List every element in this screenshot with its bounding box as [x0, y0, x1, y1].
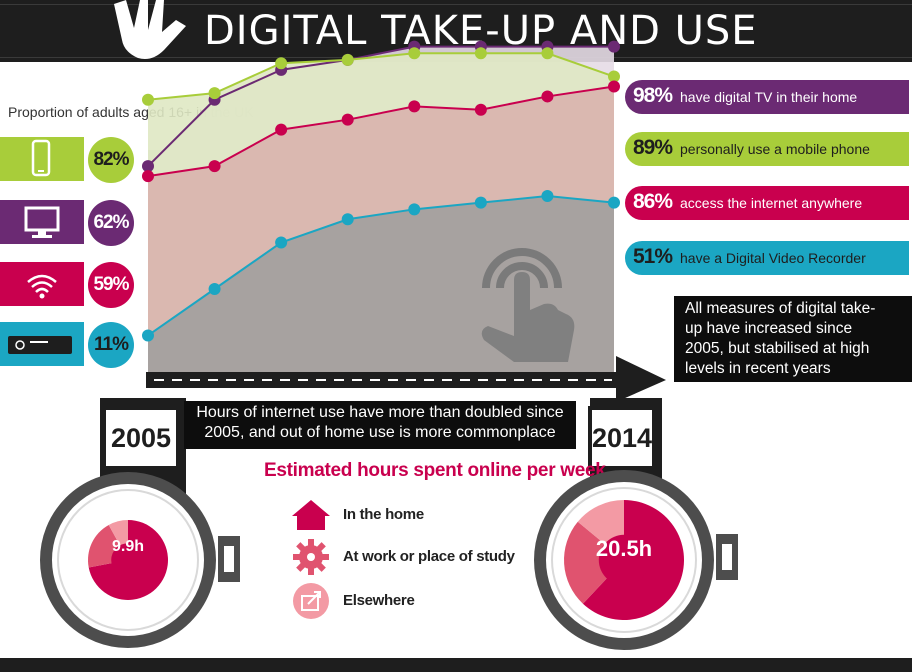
mobile-row [0, 137, 84, 181]
data-point-series-3-4 [408, 203, 421, 216]
end-value-mobile: 89% [633, 136, 673, 159]
series-line-3 [147, 195, 615, 337]
data-point-series-1-0 [142, 160, 154, 173]
data-point-series-2-2 [275, 123, 288, 136]
data-point-series-3-3 [341, 213, 354, 226]
dvr-row [0, 322, 84, 366]
data-point-series-2-4 [408, 100, 421, 113]
data-point-series-2-7 [608, 80, 620, 93]
tv-icon [24, 206, 60, 238]
pie-chart-2014 [564, 500, 684, 620]
series-line-1 [147, 45, 614, 167]
series-line-2 [147, 85, 615, 178]
footer-bar [0, 658, 912, 672]
series-line-0 [147, 52, 615, 101]
data-point-series-3-2 [275, 236, 288, 249]
touch-icon [481, 248, 575, 362]
end-pill-tv [625, 80, 909, 114]
house-icon [292, 500, 330, 530]
data-point-series-0-0 [142, 93, 154, 106]
end-pill-internet [625, 186, 909, 220]
area-chart [142, 40, 620, 372]
data-point-series-0-4 [408, 47, 421, 60]
pie-center [111, 543, 145, 577]
start-value-mobile: 82% [88, 137, 134, 183]
data-point-series-0-1 [208, 87, 221, 100]
data-point-series-3-0 [142, 329, 154, 342]
data-point-series-3-7 [608, 196, 620, 209]
hand-icon [114, 0, 186, 59]
share-icon [293, 583, 329, 619]
year-2005: 2005 [102, 406, 180, 470]
legend-label-home: In the home [343, 506, 424, 523]
data-point-series-0-3 [341, 53, 354, 66]
take-up-note-line-3: 2005, but stabilised at high [685, 340, 870, 357]
end-value-dvr: 51% [633, 245, 673, 268]
internet-note-line-1: Hours of internet use have more than dou… [196, 404, 564, 421]
data-point-series-2-0 [142, 170, 154, 183]
gear-icon [293, 539, 329, 575]
data-point-series-3-5 [474, 196, 487, 209]
data-point-series-2-5 [474, 103, 487, 116]
pie-center [598, 534, 650, 586]
data-point-series-3-1 [208, 283, 221, 295]
watch-2014 [534, 470, 738, 650]
year-2014: 2014 [588, 406, 656, 470]
end-label-dvr: have a Digital Video Recorder [680, 250, 866, 266]
take-up-note-line-2: up have increased since [685, 320, 853, 337]
legend-label-elsewhere: Elsewhere [343, 592, 415, 609]
pie-chart-2005 [88, 520, 168, 600]
start-value-internet: 59% [88, 262, 134, 308]
data-point-series-0-6 [541, 47, 554, 60]
end-label-tv: have digital TV in their home [680, 89, 858, 105]
end-value-tv: 98% [633, 84, 673, 107]
hours-title: Estimated hours spent online per week [264, 460, 606, 481]
data-point-series-2-1 [208, 160, 221, 173]
start-value-dvr: 11% [88, 322, 134, 368]
mobile-phone-icon [31, 139, 51, 177]
end-label-internet: access the internet anywhere [680, 195, 863, 211]
legend-label-work: At work or place of study [343, 548, 515, 565]
take-up-note-line-1: All measures of digital take- [685, 300, 876, 317]
end-value-internet: 86% [633, 190, 673, 213]
data-point-series-3-6 [541, 190, 554, 203]
data-point-series-0-5 [474, 47, 487, 60]
wifi-row [0, 262, 84, 306]
data-point-series-2-3 [341, 113, 354, 126]
watch-2005 [40, 472, 240, 648]
area-fill-series-3 [148, 196, 614, 372]
take-up-note-line-4: levels in recent years [685, 360, 831, 377]
pie-slice-1 [564, 521, 624, 604]
take-up-note-box [674, 296, 912, 382]
total-hours-2005: 9.9h [111, 538, 144, 555]
dvr-icon [8, 336, 72, 354]
wifi-icon [27, 274, 57, 299]
tv-row [0, 200, 84, 244]
data-point-series-1-7 [608, 40, 620, 53]
end-label-mobile: personally use a mobile phone [680, 141, 870, 157]
start-value-tv: 62% [88, 200, 134, 246]
data-point-series-0-7 [608, 70, 620, 83]
internet-note-box [184, 401, 576, 449]
end-pill-mobile [625, 132, 909, 166]
total-hours-2014: 20.5h [595, 536, 653, 561]
end-pill-dvr [625, 241, 909, 275]
internet-note-line-2: 2005, and out of home use is more common… [204, 424, 556, 441]
data-point-series-2-6 [541, 90, 554, 103]
data-point-series-0-2 [275, 57, 288, 70]
timeline-arrow [146, 356, 666, 402]
